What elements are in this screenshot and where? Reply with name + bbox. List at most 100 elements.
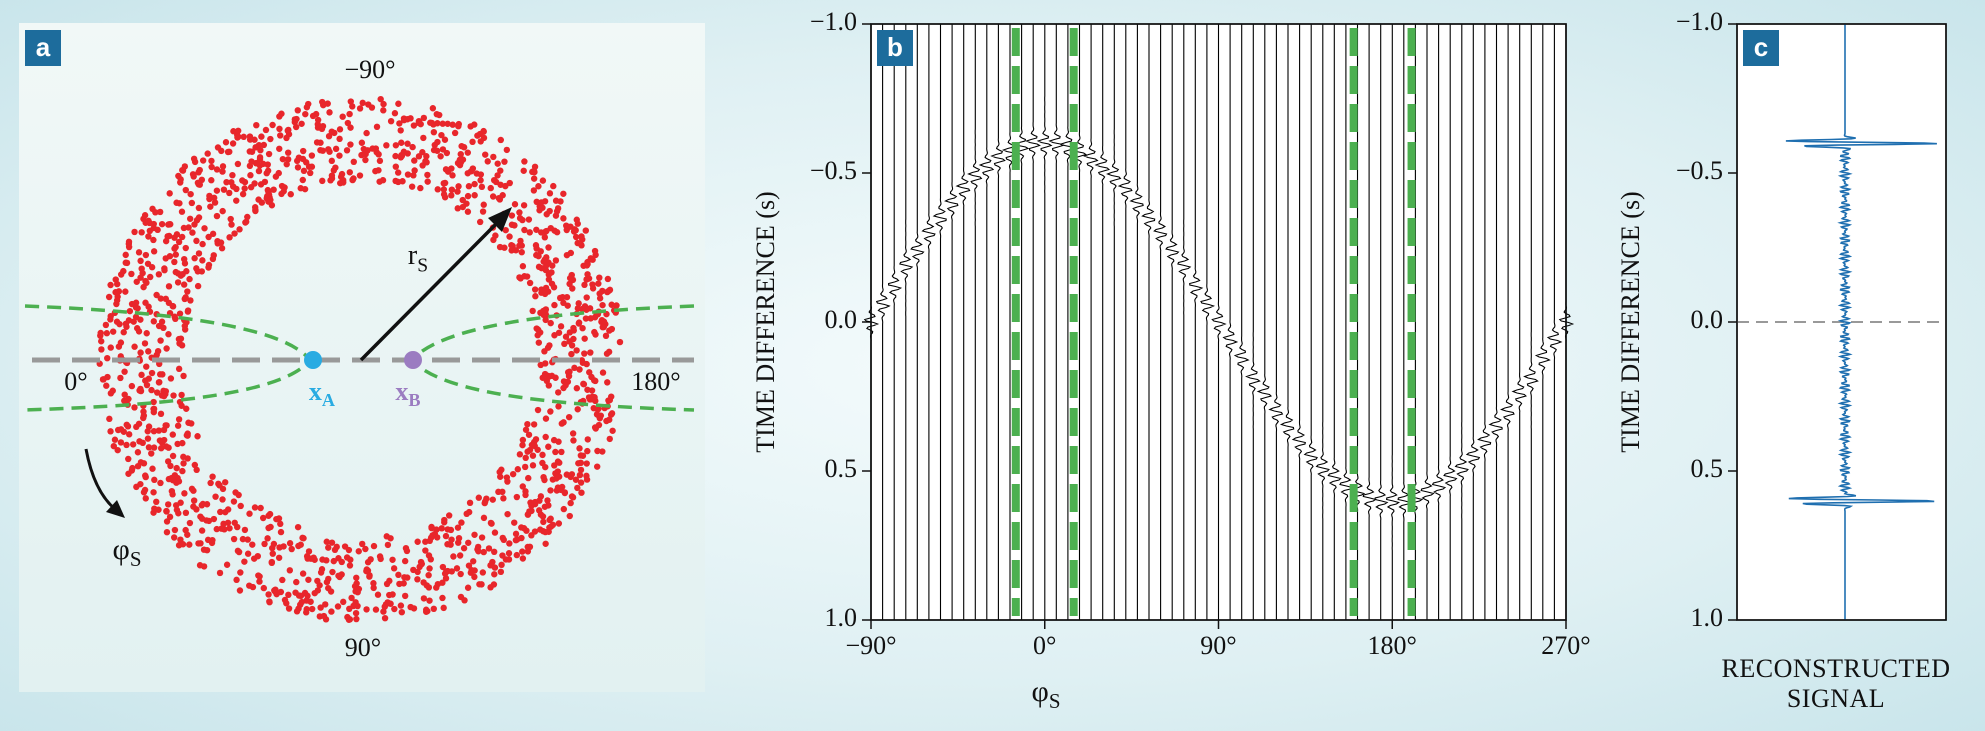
source-dot [473,170,480,177]
source-dot [430,128,438,136]
y-tick-label: 1.0 [1691,603,1724,632]
source-dot [100,376,107,383]
radius-arrow [359,220,500,362]
source-dot [141,212,149,219]
source-dot [576,471,584,479]
source-dot [191,255,198,262]
source-dot [396,120,403,127]
source-dot [340,179,347,186]
source-dot [166,513,174,521]
source-dot [257,504,264,512]
source-dot [490,236,497,244]
source-dot [336,135,343,143]
source-dot [149,465,156,472]
source-dot [566,338,573,345]
source-dot [505,550,513,557]
y-tick-label: −0.5 [810,156,857,185]
source-dot [218,525,225,532]
source-dot [322,601,329,608]
source-dot [325,146,332,153]
source-dot [573,347,580,354]
source-dot [465,183,473,190]
panel-label-box [1743,30,1779,66]
source-dot [179,467,186,475]
source-dot [249,583,257,591]
source-dot [567,473,574,481]
source-dot [403,547,411,555]
source-dot [516,242,523,249]
source-dot [174,279,182,286]
source-dot [209,230,217,238]
source-dot [575,320,583,327]
source-dot [518,248,525,256]
source-dot [150,398,157,406]
source-dot [175,238,183,246]
source-dot [230,535,238,543]
source-dot [281,184,288,191]
source-dot [504,478,511,485]
source-dot [299,570,307,577]
source-dot [560,190,567,197]
trace [1397,24,1412,620]
source-dot [339,113,346,120]
source-dot [184,288,191,295]
source-dot [269,550,276,557]
trace [1106,24,1122,620]
source-dot [181,490,188,497]
source-dot [162,255,169,262]
source-dot [288,545,295,553]
source-dot [482,151,489,158]
source-dot [244,550,252,557]
source-dot [498,561,505,569]
source-dot [498,466,505,473]
source-dot [353,580,360,587]
source-dot [532,436,540,443]
source-dot [483,495,490,502]
source-dot [219,163,227,170]
source-dot [391,110,399,117]
source-dot [563,222,570,229]
source-dot [608,301,615,308]
source-dot [552,470,559,477]
source-dot [308,163,316,170]
source-dot [305,548,313,555]
source-dot [489,496,496,503]
source-dot [135,249,143,256]
source-dot [189,229,196,236]
source-dot [459,196,466,204]
trace [1048,24,1065,620]
source-dot [579,452,587,459]
source-dot [220,520,227,528]
source-dot [148,369,156,377]
source-dot [190,155,198,163]
source-dot [541,503,549,510]
source-dot [265,150,273,158]
source-dot [595,280,602,287]
trace [1374,24,1389,620]
source-dot [524,448,531,455]
source-dot [340,598,347,606]
source-dot [509,470,517,478]
source-dot [132,299,140,306]
source-dot [241,185,248,192]
source-dot [478,534,486,541]
source-dot [209,473,216,480]
source-dot [102,321,110,329]
source-dot [166,190,173,197]
source-dot [107,344,114,351]
source-dot [528,441,536,449]
source-dot [581,350,588,357]
source-dot [383,142,390,149]
source-dot [219,168,226,175]
source-dot [305,576,312,583]
source-dot [111,436,119,443]
source-dot [109,328,117,335]
source-dot [575,300,582,307]
panel-b: −1.0 −0.5 0.0 0.5 1.0−90° 0° 90° 180° 270° TIME D… [751,7,1591,713]
source-dot [480,548,487,556]
source-dot [562,333,570,340]
source-dot [574,484,581,492]
angle-label-left: 0° [64,367,87,396]
source-dot [574,406,581,413]
source-dot [186,541,193,548]
